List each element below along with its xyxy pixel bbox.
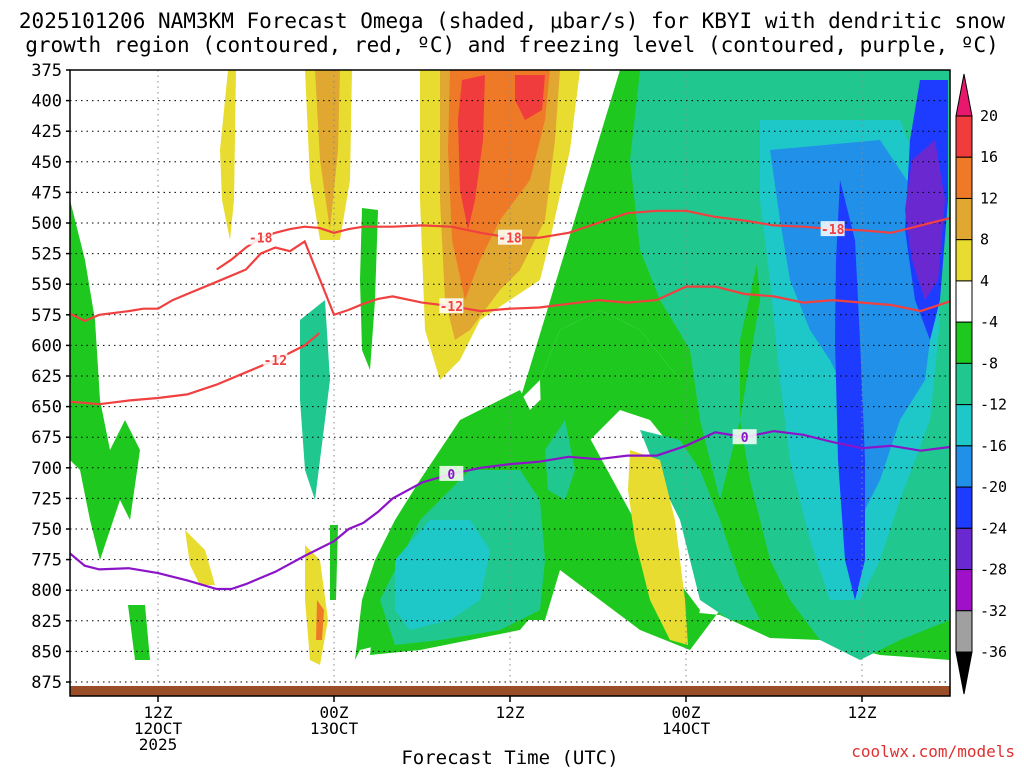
contour-label: -18 — [821, 223, 845, 238]
colorbar-segment — [955, 486, 973, 529]
colorbar-label: -24 — [980, 519, 1007, 537]
y-tick-label: 875 — [31, 673, 62, 693]
y-tick-label: 825 — [31, 612, 62, 632]
y-tick-label: 475 — [31, 183, 62, 203]
colorbar-segment — [955, 156, 973, 199]
y-tick-label: 550 — [31, 275, 62, 295]
credit-text: coolwx.com/models — [851, 742, 1015, 761]
y-tick-label: 425 — [31, 122, 62, 142]
grid-lines — [70, 70, 950, 696]
contour-label-bg — [820, 221, 845, 237]
colorbar-segment — [955, 445, 973, 488]
colorbar-top-arrow — [955, 73, 973, 117]
contour-label-bg — [248, 229, 273, 245]
contour-label: -12 — [264, 354, 287, 369]
colorbar-label: -12 — [980, 396, 1007, 414]
y-tick-label: 525 — [31, 245, 62, 265]
y-tick-label: 600 — [31, 336, 62, 356]
contour-label-bg — [498, 229, 522, 245]
contour-label: -18 — [249, 232, 273, 247]
x-tick-label: 00Z — [672, 703, 701, 722]
contour-lines: -12 -12 -18 -18 -18 0 0 — [70, 209, 950, 591]
colorbar-segment — [955, 321, 973, 364]
x-tick-label: 2025 — [139, 735, 178, 754]
colorbar-label: -36 — [980, 643, 1007, 661]
colorbar-segment — [955, 280, 973, 323]
colorbar-label: -32 — [980, 602, 1007, 620]
colorbar-label: -16 — [980, 437, 1007, 455]
y-tick-label: 750 — [31, 520, 62, 540]
contour-dgz_minus12_lower — [70, 332, 321, 406]
x-axis-title: Forecast Time (UTC) — [401, 747, 618, 768]
contour-label: 0 — [741, 431, 749, 446]
y-tick-label: 450 — [31, 153, 62, 173]
colorbar-label: 8 — [980, 231, 989, 249]
y-tick-label: 800 — [31, 581, 62, 601]
x-tick-label: 12Z — [496, 703, 525, 722]
colorbar-label: 4 — [980, 272, 989, 290]
contour-dgz_minus12 — [70, 239, 950, 323]
y-tick-label: 675 — [31, 428, 62, 448]
colorbar-label: -20 — [980, 478, 1007, 496]
colorbar-segment — [955, 197, 973, 241]
y-tick-label: 625 — [31, 367, 62, 387]
x-tick-label: 00Z — [320, 703, 349, 722]
chart-title-line-1: 2025101206 NAM3KM Forecast Omega (shaded… — [19, 9, 1006, 33]
colorbar-segment — [955, 569, 973, 612]
colorbar-bottom-arrow — [955, 651, 973, 695]
colorbar-segment — [955, 404, 973, 447]
y-tick-label: 500 — [31, 214, 62, 234]
colorbar-segment — [955, 527, 973, 571]
colorbar-label: 16 — [980, 148, 998, 166]
contour-label-bg — [439, 465, 464, 481]
contour-label: 0 — [447, 468, 455, 483]
contour-label: -12 — [440, 300, 463, 315]
chart-title-line-2: growth region (contoured, red, ºC) and f… — [25, 33, 999, 57]
contour-label-bg — [732, 429, 757, 445]
contour-label: -18 — [498, 232, 522, 247]
x-tick-label: 14OCT — [662, 719, 711, 738]
colorbar-label: -4 — [980, 313, 998, 331]
plot-area: -12 -12 -18 -18 -18 0 0 — [69, 69, 951, 697]
colorbar-segment — [955, 115, 973, 158]
y-tick-label: 725 — [31, 489, 62, 509]
y-tick-label: 700 — [31, 459, 62, 479]
y-axis: 375 400 425 450 475 500 525 550 575 600 625 650 675 7… — [31, 61, 70, 693]
colorbar-label: 12 — [980, 189, 998, 207]
contour-label-bg — [439, 298, 464, 314]
y-tick-label: 375 — [31, 61, 62, 81]
y-tick-label: 775 — [31, 551, 62, 571]
colorbar-segment — [955, 610, 973, 653]
x-tick-label: 12Z — [848, 703, 877, 722]
colorbar-label: -8 — [980, 354, 998, 372]
y-tick-label: 575 — [31, 306, 62, 326]
x-tick-label: 13OCT — [310, 719, 359, 738]
x-tick-label: 12OCT — [134, 719, 183, 738]
contour-label-bg — [263, 352, 288, 368]
x-tick-label: 12Z — [144, 703, 173, 722]
y-tick-label: 850 — [31, 642, 62, 662]
colorbar: 20 16 12 8 4 -4 -8 -12 -16 -20 -24 -28 -32 -36 — [955, 73, 1007, 695]
colorbar-segment — [955, 362, 973, 406]
surface-ground — [70, 686, 950, 696]
colorbar-label: -28 — [980, 561, 1007, 579]
y-tick-label: 650 — [31, 398, 62, 418]
colorbar-label: 20 — [980, 107, 998, 125]
y-tick-label: 400 — [31, 92, 62, 112]
colorbar-segment — [955, 239, 973, 282]
